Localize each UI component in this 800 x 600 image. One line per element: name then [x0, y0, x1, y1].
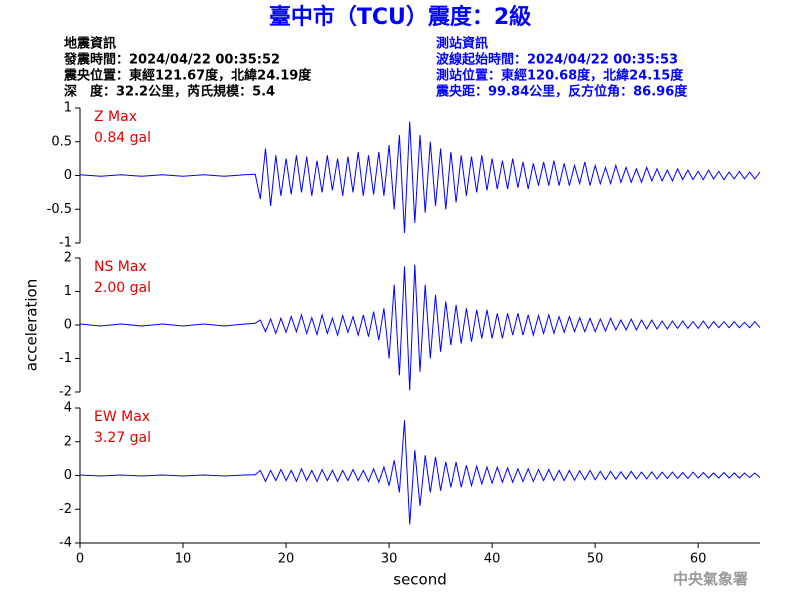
waveform: [79, 420, 761, 525]
y-tick-label: 1: [64, 101, 72, 116]
annotation: 0.84 gal: [94, 130, 151, 146]
info-line: 波線起始時間：2024/04/22 00:35:53: [436, 52, 678, 68]
y-tick-label: -1: [59, 351, 72, 366]
annotation: EW Max: [94, 409, 150, 425]
y-tick-label: 2: [64, 434, 72, 449]
y-tick-label: 0: [64, 318, 72, 333]
info-line: 震央距：99.84公里，反方位角：86.96度: [435, 84, 688, 100]
annotation: 3.27 gal: [94, 430, 151, 446]
x-tick-label: 60: [690, 552, 707, 567]
info-line: 測站位置：東經120.68度，北緯24.15度: [436, 68, 684, 84]
x-tick-label: 0: [76, 552, 84, 567]
footer: 中央氣象署: [673, 570, 748, 588]
x-tick-label: 40: [484, 552, 501, 567]
y-tick-label: -2: [59, 502, 72, 517]
x-tick-label: 10: [175, 552, 192, 567]
waveform: [79, 264, 761, 391]
info-line: 發震時間：2024/04/22 00:35:52: [63, 52, 280, 68]
y-tick-label: 2: [64, 251, 72, 266]
info-line: 震央位置：東經121.67度，北緯24.19度: [63, 68, 312, 84]
annotation: 2.00 gal: [94, 280, 151, 296]
info-line: 地震資訊: [64, 36, 116, 52]
station-info: 測站資訊 波線起始時間：2024/04/22 00:35:53 測站位置：東經1…: [435, 36, 688, 100]
y-tick-label: -0.5: [47, 202, 72, 217]
y-tick-label: 4: [64, 401, 72, 416]
y-tick-label: 0: [64, 168, 72, 183]
y-tick-label: -4: [59, 536, 72, 551]
x-tick-label: 50: [587, 552, 604, 567]
waveform: [79, 121, 761, 233]
y-tick-label: -1: [59, 236, 72, 251]
annotation: Z Max: [94, 109, 137, 125]
y-axis-label: acceleration: [23, 279, 41, 371]
info-line: 測站資訊: [436, 36, 488, 52]
y-tick-label: -2: [59, 385, 72, 400]
y-tick-label: 0.5: [51, 134, 72, 149]
y-tick-label: 1: [64, 284, 72, 299]
y-tick-label: 0: [64, 468, 72, 483]
x-axis-label: second: [393, 571, 447, 589]
chart-title: 臺中市（TCU）震度：2級: [269, 4, 531, 30]
annotation: NS Max: [94, 259, 147, 275]
x-tick-label: 30: [381, 552, 398, 567]
x-tick-label: 20: [278, 552, 295, 567]
info-line: 深 度：32.2公里，芮氏規模：5.4: [64, 84, 275, 100]
event-info: 地震資訊 發震時間：2024/04/22 00:35:52 震央位置：東經121…: [63, 36, 312, 100]
